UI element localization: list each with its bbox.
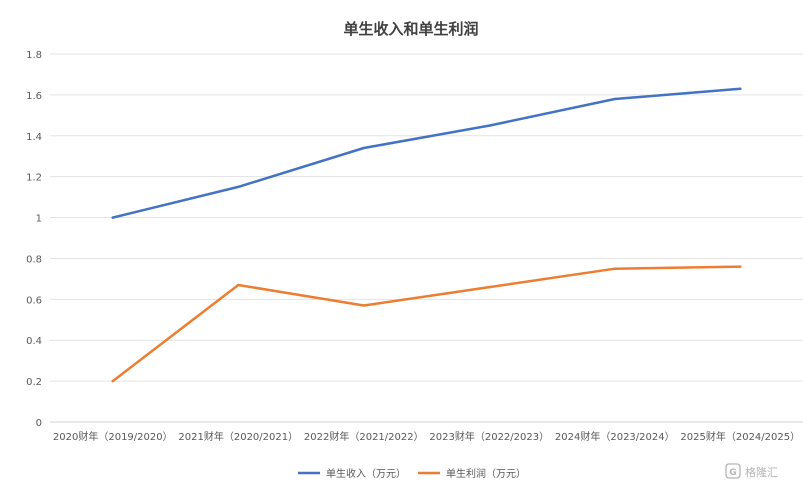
g-logo-icon [725,463,741,479]
data-point [739,87,742,90]
y-tick-label: 0.6 [26,295,42,306]
y-tick-label: 1.6 [26,91,42,102]
x-tick-label: 2023财年（2022/2023） [429,430,549,443]
y-tick-label: 1 [36,214,42,225]
data-point [613,267,616,270]
y-tick-label: 0.8 [26,254,42,265]
x-axis-ticks: 2020财年（2019/2020） 2021财年（2020/2021） 2022财年… [53,430,800,443]
data-point [237,283,240,287]
data-point [739,265,742,268]
x-tick-label: 2020财年（2019/2020） [53,430,173,443]
data-point [488,124,491,127]
series-line-1 [111,265,742,383]
chart-title: 单生收入和单生利润 [343,20,478,38]
data-point [362,304,365,307]
data-point [488,285,491,289]
data-point [111,216,114,219]
data-point [111,379,114,383]
x-tick-label: 2021财年（2020/2021） [178,430,298,443]
watermark-text: 格隆汇 [745,465,778,479]
y-tick-label: 0.2 [26,377,42,388]
legend: 单生收入（万元） 单生利润（万元） [298,467,526,480]
y-tick-label: 1.4 [26,132,42,143]
series-lines [111,87,742,383]
y-tick-label: 0 [36,418,42,429]
y-axis-ticks: 0 0.2 0.4 0.6 0.8 1 1.2 1.4 1.6 1.8 [26,50,42,429]
y-tick-label: 0.4 [26,336,42,347]
x-tick-label: 2024财年（2023/2024） [555,430,675,443]
g-logo-glyph: G [729,468,736,478]
watermark: G 格隆汇 [725,463,778,479]
data-point [362,146,365,150]
series-line-0 [111,87,742,219]
y-tick-label: 1.8 [26,50,42,61]
legend-label-revenue: 单生收入（万元） [326,467,406,480]
legend-label-profit: 单生利润（万元） [446,467,526,480]
x-tick-label: 2025财年（2024/2025） [680,430,800,443]
data-point [237,185,240,189]
data-point [613,97,616,101]
x-tick-label: 2022财年（2021/2022） [304,430,424,443]
gridlines [50,53,803,423]
y-tick-label: 1.2 [26,173,42,184]
